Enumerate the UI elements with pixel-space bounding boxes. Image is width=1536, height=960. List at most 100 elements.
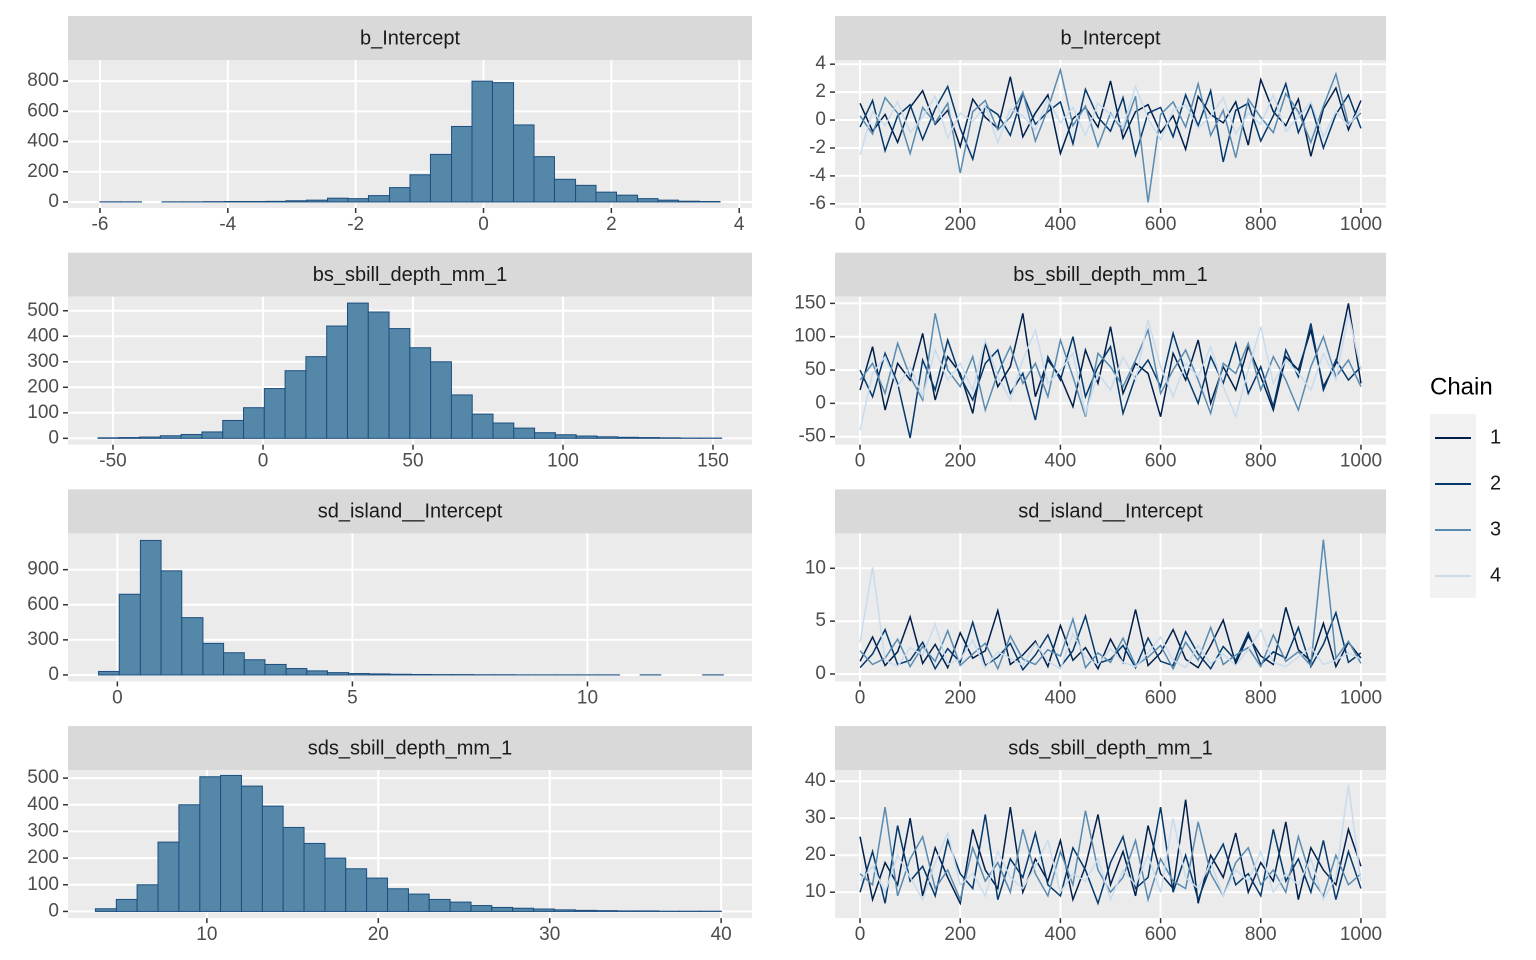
x-tick-label: 30	[539, 924, 560, 945]
histogram-bar	[305, 199, 329, 203]
histogram-bar	[98, 670, 120, 676]
strip-background	[68, 252, 752, 297]
x-tick-label: 800	[1245, 924, 1277, 945]
x-tick-label: 200	[944, 214, 976, 235]
x-tick-label: 1000	[1340, 451, 1382, 472]
trace-line	[859, 84, 1362, 156]
histogram-bar	[595, 910, 618, 912]
trace-line	[859, 784, 1362, 902]
x-tick-label: 200	[944, 924, 976, 945]
histogram-bar	[657, 199, 679, 203]
histogram-bar	[677, 200, 701, 203]
strip-background	[68, 489, 752, 534]
histogram-bar	[136, 884, 159, 912]
histogram-bar	[553, 178, 577, 203]
strip-title: bs_sbill_depth_mm_1	[1013, 264, 1208, 286]
x-tick-label: 40	[711, 924, 732, 945]
histogram-bar	[366, 877, 389, 912]
x-tick-label: 400	[1045, 687, 1077, 708]
y-tick-label: -50	[799, 426, 826, 447]
histogram-bar	[638, 437, 660, 439]
histogram-bar	[409, 347, 432, 439]
histogram-bar	[348, 673, 370, 676]
y-tick-label: 400	[27, 325, 59, 346]
trace-line	[859, 323, 1362, 439]
histogram-bar	[139, 539, 162, 676]
strip-background	[835, 252, 1386, 297]
histogram-bar	[575, 435, 598, 439]
histogram-bar	[201, 431, 224, 439]
x-tick-label: -50	[99, 451, 126, 472]
y-tick-label: -2	[809, 137, 826, 158]
histogram-bar	[263, 388, 286, 439]
y-tick-label: 2	[815, 81, 826, 102]
legend-label: 1	[1490, 426, 1501, 448]
x-tick-label: 200	[944, 687, 976, 708]
strip-title: b_Intercept	[360, 27, 461, 49]
strip-title: sds_sbill_depth_mm_1	[1008, 737, 1213, 759]
legend-label: 2	[1490, 472, 1501, 494]
strip-background	[835, 16, 1386, 60]
x-tick-label: 20	[368, 924, 389, 945]
x-tick-label: 150	[697, 451, 729, 472]
histogram-bar	[595, 191, 617, 203]
histogram-bar	[637, 198, 659, 203]
y-tick-label: 0	[48, 664, 59, 685]
y-tick-label: 30	[805, 807, 826, 828]
x-tick-label: 5	[347, 687, 358, 708]
histogram-bar	[491, 82, 515, 203]
histogram-bar	[368, 673, 391, 676]
histogram-bar	[513, 124, 535, 203]
x-tick-label: 600	[1145, 214, 1177, 235]
y-tick-label: 0	[815, 663, 826, 684]
trace-line	[859, 76, 1362, 157]
y-tick-label: 100	[27, 402, 59, 423]
x-tick-label: 200	[944, 451, 976, 472]
x-tick-label: 800	[1245, 687, 1277, 708]
histogram-bar	[471, 413, 494, 439]
x-tick-label: 1000	[1340, 924, 1382, 945]
trace-line	[859, 610, 1362, 672]
y-tick-label: 800	[27, 70, 59, 91]
histogram-bar	[430, 361, 452, 439]
y-tick-label: 600	[27, 100, 59, 121]
histogram-bar	[326, 325, 348, 439]
histogram-bar	[284, 370, 307, 439]
histogram-bar	[118, 437, 141, 439]
histogram-bar	[533, 908, 555, 912]
histogram-bar	[160, 570, 183, 676]
x-tick-label: 600	[1145, 924, 1177, 945]
y-tick-label: 400	[27, 794, 59, 815]
histogram-bar	[305, 356, 328, 439]
y-tick-label: 600	[27, 594, 59, 615]
x-tick-label: 0	[478, 214, 489, 235]
histogram-bar	[389, 673, 412, 676]
strip-background	[68, 726, 752, 771]
trace-line	[859, 313, 1362, 431]
legend-title: Chain	[1430, 373, 1493, 400]
histogram-bar	[303, 842, 326, 912]
histogram-bar	[118, 593, 141, 676]
histogram-bar	[367, 195, 391, 203]
trace-line	[859, 66, 1362, 203]
histogram-bar	[157, 841, 180, 912]
y-tick-label: 200	[27, 376, 59, 397]
x-tick-label: -2	[347, 214, 364, 235]
histogram-bar	[512, 907, 535, 912]
histogram-bar	[199, 776, 222, 912]
histogram-bar	[285, 200, 307, 203]
x-tick-label: 10	[196, 924, 217, 945]
x-tick-label: 800	[1245, 214, 1277, 235]
histogram-bar	[345, 868, 368, 912]
strip-background	[835, 489, 1386, 534]
y-tick-label: 300	[27, 351, 59, 372]
x-tick-label: 800	[1245, 451, 1277, 472]
histogram-bar	[616, 910, 639, 912]
histogram-bar	[94, 908, 117, 912]
histogram-bar	[534, 432, 556, 439]
histogram-bar	[491, 906, 514, 912]
trace-line	[859, 806, 1362, 906]
x-tick-label: 10	[577, 687, 598, 708]
strip-title: bs_sbill_depth_mm_1	[313, 264, 508, 286]
histogram-bar	[346, 302, 369, 439]
